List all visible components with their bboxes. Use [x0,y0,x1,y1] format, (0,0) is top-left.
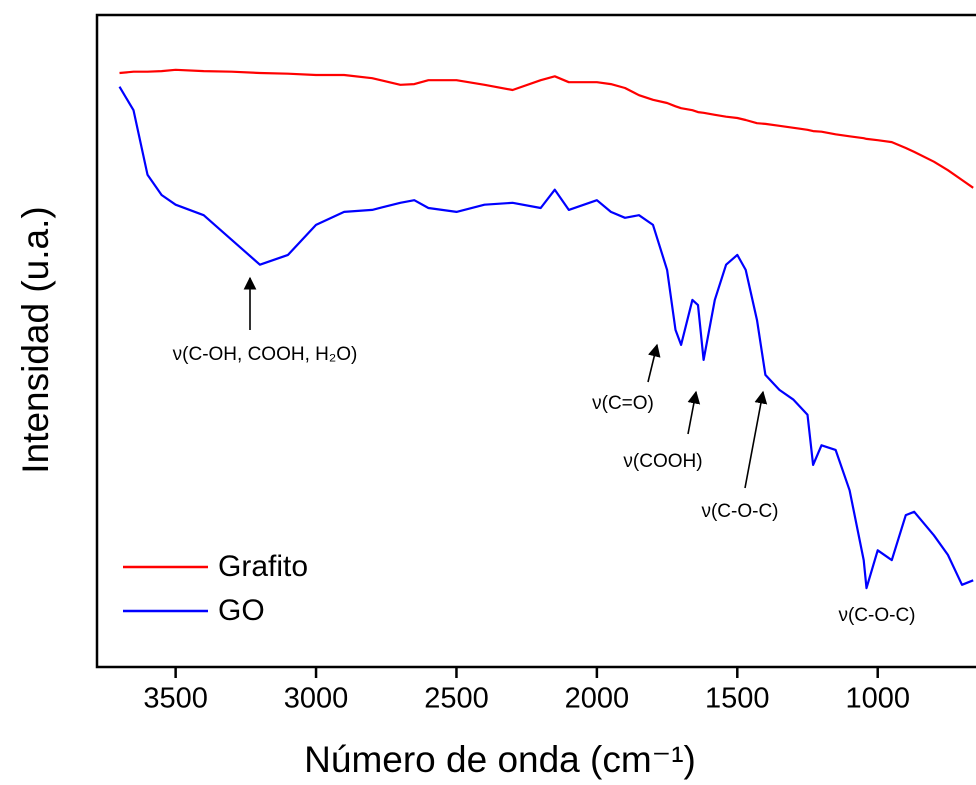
x-tick-label: 1500 [705,683,770,715]
x-tick-label: 2500 [424,683,489,715]
x-tick-label: 2000 [565,683,630,715]
x-tick-label: 3500 [143,683,208,715]
annotation: ν(C-OH, COOH, H₂O) [173,344,358,365]
series-line [118,86,974,590]
annotation-arrow [744,390,768,489]
annotation-arrow [687,390,701,435]
legend-label: GO [218,594,265,627]
y-axis-label: Intensidad (u.a.) [15,206,56,473]
x-tick-label: 1000 [845,683,910,715]
plot-frame [95,13,976,669]
annotation: ν(C=O) [592,393,654,414]
series-line [119,68,974,189]
annotation: ν(COOH) [623,451,702,472]
annotation-arrow [647,343,661,383]
x-tick-label: 3000 [284,683,349,715]
annotation: ν(C-O-C) [838,605,915,626]
annotation: ν(C-O-C) [701,501,778,522]
x-axis-label: Número de onda (cm⁻¹) [304,739,696,780]
legend-label: Grafito [218,550,308,583]
